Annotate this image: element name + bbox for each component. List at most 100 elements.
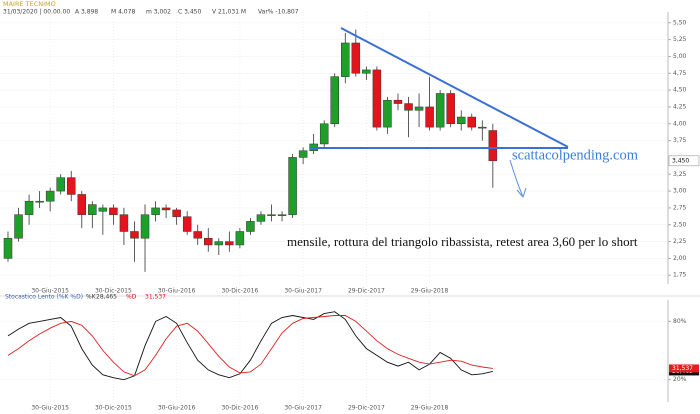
- y-tick-label: 3,00: [673, 188, 687, 195]
- candle-body: [435, 93, 445, 128]
- candle-body: [467, 116, 477, 128]
- candle-body: [351, 42, 361, 74]
- x-tick-label: 30-Dic-2016: [221, 405, 258, 412]
- y-tick-label: 2,50: [673, 221, 687, 228]
- x-tick-label: 30-Dic-2015: [95, 405, 132, 412]
- y-tick-label: 4,00: [673, 120, 687, 127]
- y-tick-label: 80%: [673, 318, 687, 325]
- candle-body: [98, 207, 108, 212]
- x-tick-label: 29-Giu-2018: [411, 405, 449, 412]
- trendline-descending: [340, 27, 569, 148]
- value-box: [669, 364, 699, 373]
- legend-k: %K: [86, 294, 97, 301]
- value-label: 31,537: [672, 365, 693, 372]
- candle-body: [14, 214, 23, 239]
- y-tick-label: 3,75: [673, 137, 687, 144]
- last-price-label: 3,450: [672, 157, 689, 164]
- candle-body: [277, 214, 287, 216]
- candle-body: [319, 123, 329, 145]
- y-tick-label: 2,25: [673, 238, 687, 245]
- candle-body: [109, 207, 118, 215]
- candle-body: [193, 231, 202, 239]
- y-tick-label: 2,75: [673, 204, 687, 211]
- candle-body: [77, 194, 87, 215]
- header-stats: 31/03/2020 | 00.00.00 A 3,898 M 4,078 m …: [3, 9, 299, 16]
- arrow: [509, 159, 527, 198]
- candle-body: [151, 207, 160, 215]
- candle-body: [235, 231, 245, 246]
- oscillator-title: Stocastico Lento (%K %D): [5, 294, 83, 301]
- legend-d-value: 31,537: [145, 294, 166, 301]
- plot-area: 1,75 2,00 2,25 2,50 2,75 3,00 3,25 3,75 4,00 4,25…: [0, 12, 700, 412]
- y-tick-label: 4,50: [673, 87, 687, 94]
- candle-body: [372, 69, 382, 128]
- candle-body: [362, 69, 371, 74]
- header-open: A 3,898: [75, 9, 98, 16]
- candle-body: [66, 177, 76, 195]
- candle-body: [256, 214, 266, 222]
- candle-body: [172, 209, 181, 217]
- candle-body: [298, 150, 308, 158]
- x-tick-label: 30-Giu-2015: [31, 288, 69, 295]
- y-tick-label: 5,25: [673, 36, 687, 43]
- x-tick-label: 30-Giu-2017: [284, 405, 322, 412]
- x-tick-label: 30-Dic-2015: [95, 288, 132, 295]
- candle-body: [267, 214, 276, 216]
- x-tick-label: 30-Giu-2015: [31, 405, 69, 412]
- candle-body: [288, 157, 297, 215]
- candle-body: [204, 237, 213, 246]
- candle-body: [425, 106, 434, 128]
- candle-body: [246, 221, 255, 232]
- y-tick-label: 4,75: [673, 70, 687, 77]
- y-tick-label: 5,50: [673, 19, 687, 26]
- y-tick-label: 5,00: [673, 53, 687, 60]
- x-tick-label: 30-Giu-2016: [158, 405, 196, 412]
- candle-body: [214, 241, 224, 246]
- candle-body: [88, 204, 97, 215]
- candle-body: [130, 231, 139, 239]
- series-line: [7, 311, 493, 381]
- candle-body: [161, 207, 171, 211]
- candle-body: [478, 126, 487, 129]
- candle-body: [446, 93, 455, 125]
- last-price-box: [668, 155, 700, 167]
- candle-body: [56, 177, 65, 192]
- candle-body: [182, 216, 192, 232]
- candle-body: [24, 200, 34, 215]
- candle-body: [45, 190, 55, 202]
- instrument-name: MAIRE TECNIMO: [3, 0, 56, 8]
- candle-body: [119, 214, 129, 232]
- candle-body: [3, 237, 13, 259]
- y-tick-label: 2,00: [673, 255, 687, 262]
- series-line: [7, 315, 493, 377]
- candle-body: [225, 241, 234, 246]
- y-tick-label: 1,75: [673, 272, 687, 279]
- candle-body: [414, 106, 424, 111]
- candle-body: [341, 42, 350, 77]
- header-close: C 3,450: [178, 9, 201, 16]
- x-tick-label: 29-Giu-2018: [411, 288, 449, 295]
- candle-body: [404, 103, 413, 111]
- header-volume: V 21,031 M: [212, 9, 246, 16]
- y-tick-label: 20%: [673, 376, 687, 383]
- x-tick-label: 29-Dic-2017: [348, 288, 385, 295]
- header-date: 31/03/2020 | 00.00.00: [3, 9, 70, 16]
- header-change: Var% -10,807: [258, 9, 299, 16]
- header-high: M 4,078: [111, 9, 135, 16]
- drawings: [310, 27, 569, 198]
- x-tick-label: 30-Dic-2016: [221, 288, 258, 295]
- candle-body: [456, 116, 466, 125]
- header-low: m 3,002: [146, 9, 171, 16]
- x-tick-label: 30-Giu-2017: [284, 288, 322, 295]
- candle-body: [488, 130, 498, 162]
- x-tick-label: 29-Dic-2017: [348, 405, 385, 412]
- candle-body: [35, 200, 44, 203]
- candle-body: [383, 99, 392, 128]
- candle-body: [330, 76, 339, 125]
- y-tick-label: 3,25: [673, 171, 687, 178]
- watermark: scattacolpending.com: [512, 147, 639, 163]
- candle-body: [393, 99, 403, 104]
- legend-k-value: 28,465: [96, 294, 117, 301]
- x-tick-label: 30-Giu-2016: [158, 288, 196, 295]
